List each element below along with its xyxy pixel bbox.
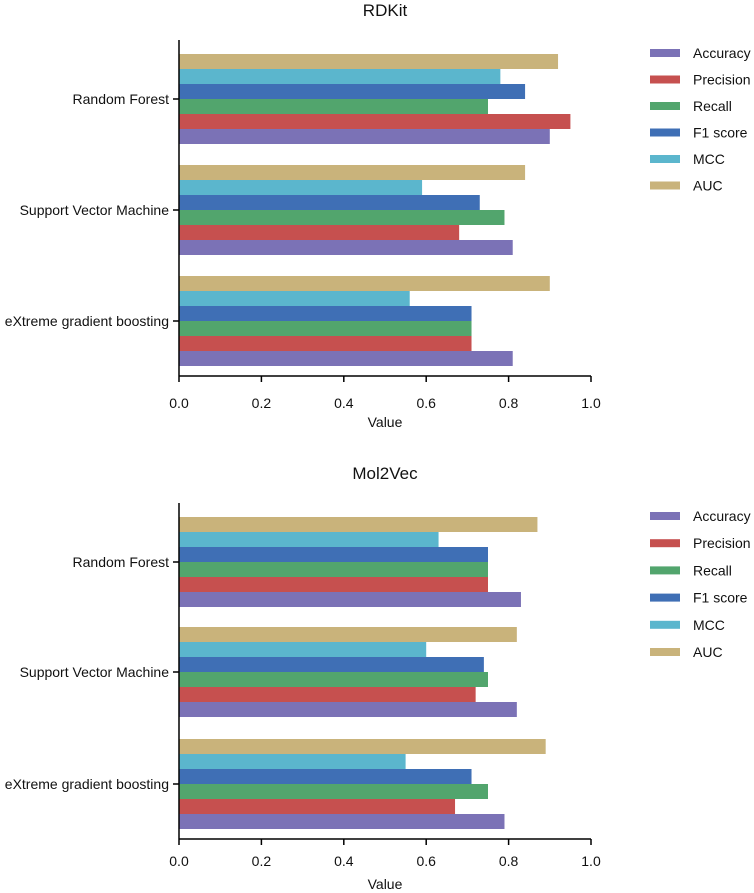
x-tick-label: 0.4: [334, 395, 354, 411]
legend-swatch: [650, 620, 680, 629]
x-axis-label: Value: [368, 876, 403, 892]
x-tick-label: 0.2: [252, 853, 272, 869]
bar-mcc: Support Vector Machine - MCC: 0.6: [179, 642, 427, 657]
bar-accuracy: eXtreme gradient boosting - Accuracy: 0.…: [179, 814, 505, 829]
bar-mcc: Random Forest - MCC: 0.63: [179, 532, 439, 547]
legend-label: Precision: [693, 72, 751, 88]
legend-label: MCC: [693, 617, 725, 633]
legend-swatch: [650, 128, 680, 137]
bar-recall: Random Forest - Recall: 0.75: [179, 99, 488, 114]
x-tick-label: 1.0: [581, 395, 601, 411]
legend-label: Recall: [693, 98, 732, 114]
legend-swatch: [650, 102, 680, 110]
legend-label: Accuracy: [693, 45, 751, 61]
legend-label: AUC: [693, 178, 723, 194]
x-tick-label: 0.2: [252, 395, 272, 411]
bar-f1-score: Random Forest - F1 score: 0.84: [179, 84, 526, 99]
bar-f1-score: eXtreme gradient boosting - F1 score: 0.…: [179, 306, 472, 321]
bar-f1-score: Support Vector Machine - F1 score: 0.74: [179, 657, 484, 672]
bar-precision: Random Forest - Precision: 0.95: [179, 114, 571, 129]
bar-mcc: eXtreme gradient boosting - MCC: 0.55: [179, 754, 406, 769]
legend-label: F1 score: [693, 590, 748, 606]
legend-swatch: [650, 155, 680, 163]
bar-recall: eXtreme gradient boosting - Recall: 0.71: [179, 321, 472, 336]
x-tick-label: 0.0: [169, 395, 189, 411]
category-label: Support Vector Machine: [20, 202, 170, 218]
legend-swatch: [650, 648, 680, 656]
x-axis-label: Value: [368, 414, 403, 430]
legend-label: F1 score: [693, 125, 748, 141]
x-tick-label: 0.6: [416, 395, 436, 411]
bar-f1-score: Support Vector Machine - F1 score: 0.73: [179, 195, 480, 210]
x-tick-label: 0.8: [499, 853, 519, 869]
bar-mcc: eXtreme gradient boosting - MCC: 0.56: [179, 291, 410, 306]
bar-accuracy: Support Vector Machine - Accuracy: 0.82: [179, 702, 517, 717]
bar-precision: eXtreme gradient boosting - Precision: 0…: [179, 799, 456, 814]
bar-recall: Random Forest - Recall: 0.75: [179, 562, 488, 577]
legend-label: Recall: [693, 562, 732, 578]
bar-auc: Support Vector Machine - AUC: 0.82: [179, 627, 517, 642]
legend: Accuracy Precision Recall F1 score MCC AUC: [650, 508, 751, 660]
legend-swatch: [650, 566, 680, 575]
bar-accuracy: Random Forest - Accuracy: 0.83: [179, 592, 521, 607]
legend: Accuracy Precision Recall F1 score MCC AUC: [650, 45, 751, 194]
bar-precision: eXtreme gradient boosting - Precision: 0…: [179, 336, 472, 351]
bar-recall: Support Vector Machine - Recall: 0.75: [179, 672, 488, 687]
bar-recall: eXtreme gradient boosting - Recall: 0.75: [179, 784, 488, 799]
bar-precision: Random Forest - Precision: 0.75: [179, 577, 488, 592]
category-label: Random Forest: [73, 91, 170, 107]
legend-label: Precision: [693, 535, 751, 551]
bar-precision: Support Vector Machine - Precision: 0.68: [179, 225, 460, 240]
category-label: eXtreme gradient boosting: [5, 313, 169, 329]
category-label: Random Forest: [73, 554, 170, 570]
legend-swatch: [650, 512, 680, 520]
bar-auc: Support Vector Machine - AUC: 0.84: [179, 165, 526, 180]
bar-precision: Support Vector Machine - Precision: 0.72: [179, 687, 476, 702]
legend-swatch: [650, 593, 680, 602]
x-tick-label: 0.8: [499, 395, 519, 411]
chart-title: Mol2Vec: [352, 464, 418, 483]
x-tick-label: 0.6: [416, 853, 436, 869]
x-tick-label: 0.4: [334, 853, 354, 869]
chart-title: RDKit: [363, 1, 408, 20]
legend-label: AUC: [693, 644, 723, 660]
legend-label: Accuracy: [693, 508, 751, 524]
x-tick-label: 0.0: [169, 853, 189, 869]
legend-swatch: [650, 539, 680, 548]
bar-auc: eXtreme gradient boosting - AUC: 0.89: [179, 739, 546, 754]
legend-swatch: [650, 75, 680, 84]
bar-accuracy: eXtreme gradient boosting - Accuracy: 0.…: [179, 351, 513, 366]
x-tick-label: 1.0: [581, 853, 601, 869]
bar-mcc: Random Forest - MCC: 0.78: [179, 69, 501, 84]
bar-f1-score: eXtreme gradient boosting - F1 score: 0.…: [179, 769, 472, 784]
bar-accuracy: Random Forest - Accuracy: 0.9: [179, 129, 550, 144]
bar-auc: Random Forest - AUC: 0.92: [179, 54, 559, 69]
category-label: eXtreme gradient boosting: [5, 776, 169, 792]
bar-auc: eXtreme gradient boosting - AUC: 0.9: [179, 276, 550, 291]
bar-accuracy: Support Vector Machine - Accuracy: 0.81: [179, 240, 513, 255]
bar-mcc: Support Vector Machine - MCC: 0.59: [179, 180, 423, 195]
legend-swatch: [650, 49, 680, 57]
bar-recall: Support Vector Machine - Recall: 0.79: [179, 210, 505, 225]
legend-label: MCC: [693, 151, 725, 167]
legend-swatch: [650, 181, 680, 190]
category-label: Support Vector Machine: [20, 664, 170, 680]
bar-f1-score: Random Forest - F1 score: 0.75: [179, 547, 488, 562]
bar-auc: Random Forest - AUC: 0.87: [179, 517, 538, 532]
